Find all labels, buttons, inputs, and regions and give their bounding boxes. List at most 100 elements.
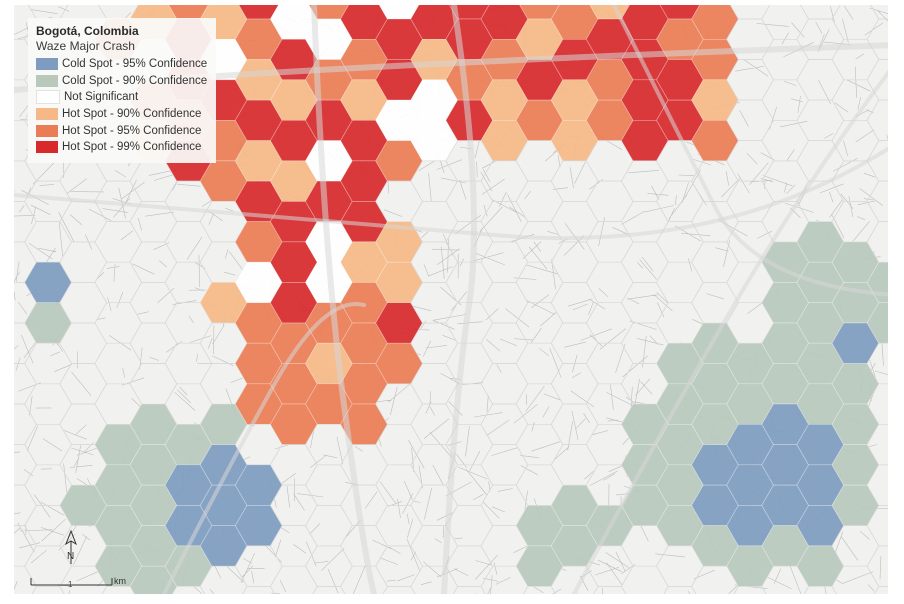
hex-cell (866, 383, 888, 425)
hex-cell (480, 282, 529, 324)
hex-cell (874, 586, 888, 594)
major-road (612, 5, 888, 297)
hex-cell (305, 505, 353, 547)
hex-cell (515, 261, 564, 304)
hex-cell (445, 221, 494, 263)
legend-item-cold-95: Cold Spot - 95% Confidence (36, 56, 208, 73)
legend-items: Cold Spot - 95% Confidence Cold Spot - 9… (36, 56, 208, 156)
hex-cell (866, 423, 888, 466)
hex-cell (14, 403, 37, 445)
hex-cell (515, 302, 564, 344)
hex-cell (866, 302, 888, 344)
hex-cell (656, 180, 704, 222)
hex-cell (796, 59, 845, 101)
major-road (572, 69, 888, 594)
hex-cell (445, 383, 494, 425)
hex-cell (242, 586, 276, 594)
hex-cell (410, 403, 459, 445)
hex-cell (831, 79, 880, 121)
hex-cell (866, 505, 888, 547)
legend-swatch-hot-90 (36, 108, 58, 121)
legend-item-not-significant: Not Significant (36, 89, 208, 106)
legend-label-hot-95: Hot Spot - 95% Confidence (62, 124, 202, 137)
hex-cell (94, 342, 143, 385)
hex-cell (129, 241, 178, 283)
hex-cell (129, 322, 178, 364)
legend-item-hot-90: Hot Spot - 90% Confidence (36, 106, 208, 123)
scale-unit-label: km (114, 576, 126, 586)
hex-cell (24, 342, 72, 385)
scale-bar (30, 578, 113, 586)
hex-cell (14, 363, 37, 405)
map-canvas[interactable] (14, 5, 888, 594)
hex-cell (550, 241, 599, 283)
legend-subtitle: Waze Major Crash (36, 39, 135, 53)
hex-cell (663, 586, 697, 594)
hex-cell (164, 221, 213, 263)
hex-cell (375, 505, 423, 547)
hex-cell (866, 221, 888, 263)
major-road (14, 146, 888, 241)
hex-cell (803, 586, 837, 594)
hex-cell (761, 119, 810, 162)
major-road (311, 5, 377, 594)
north-label: N (67, 551, 75, 562)
major-road (162, 302, 366, 594)
hex-cell (445, 505, 494, 547)
legend-label-hot-90: Hot Spot - 90% Confidence (62, 108, 202, 121)
hex-cell (585, 221, 634, 263)
hex-cell (831, 5, 880, 40)
hex-cell (866, 342, 888, 385)
hex-cell (24, 261, 72, 304)
hex-cell (796, 99, 845, 141)
hex-cell (620, 241, 669, 283)
hex-cell (515, 180, 564, 222)
legend-swatch-not-significant (36, 90, 60, 105)
legend-swatch-hot-99 (36, 141, 58, 154)
hex-cell (382, 586, 416, 594)
hex-cell (340, 484, 388, 526)
hex-cell (269, 565, 318, 594)
hex-cell (94, 302, 143, 344)
hex-cell (691, 282, 739, 324)
hex-cell (550, 160, 599, 202)
hex-cell (14, 484, 37, 526)
hex-cell (585, 180, 634, 222)
hex-cell (340, 565, 388, 594)
hex-cell (620, 565, 669, 594)
legend-swatch-cold-95 (36, 58, 58, 71)
hex-cell (691, 160, 739, 202)
hex-cell (515, 383, 564, 425)
hex-cell (593, 586, 627, 594)
hex-cell (410, 565, 459, 594)
hex-cell (14, 201, 37, 243)
legend-label-cold-90: Cold Spot - 90% Confidence (62, 74, 208, 87)
hex-cell (452, 586, 486, 594)
hex-cell (761, 38, 810, 81)
legend-label-hot-99: Hot Spot - 99% Confidence (62, 141, 202, 154)
map-legend: Bogotá, Colombia Waze Major Crash Cold S… (28, 18, 216, 163)
hex-cell (761, 79, 810, 121)
hex-cell (480, 444, 529, 486)
legend-item-hot-95: Hot Spot - 95% Confidence (36, 122, 208, 139)
hex-cell (550, 322, 599, 364)
hex-cell (620, 160, 669, 202)
hex-cell (305, 545, 353, 587)
hex-cell (550, 282, 599, 324)
map-svg (14, 5, 888, 594)
hex-cell (691, 241, 739, 283)
hex-cell (24, 383, 72, 425)
hex-cell (129, 282, 178, 324)
hex-cell (585, 302, 634, 344)
hex-cell (445, 545, 494, 587)
hex-cell (480, 322, 529, 364)
hex-cell (866, 545, 888, 587)
hex-cell (59, 201, 108, 243)
hex-cell (870, 5, 888, 20)
hex-cell (866, 99, 888, 141)
legend-swatch-hot-95 (36, 124, 58, 137)
hex-cell (656, 261, 704, 304)
hex-cell (445, 180, 494, 222)
hex-cell (305, 464, 353, 506)
hex-cell (59, 363, 108, 405)
